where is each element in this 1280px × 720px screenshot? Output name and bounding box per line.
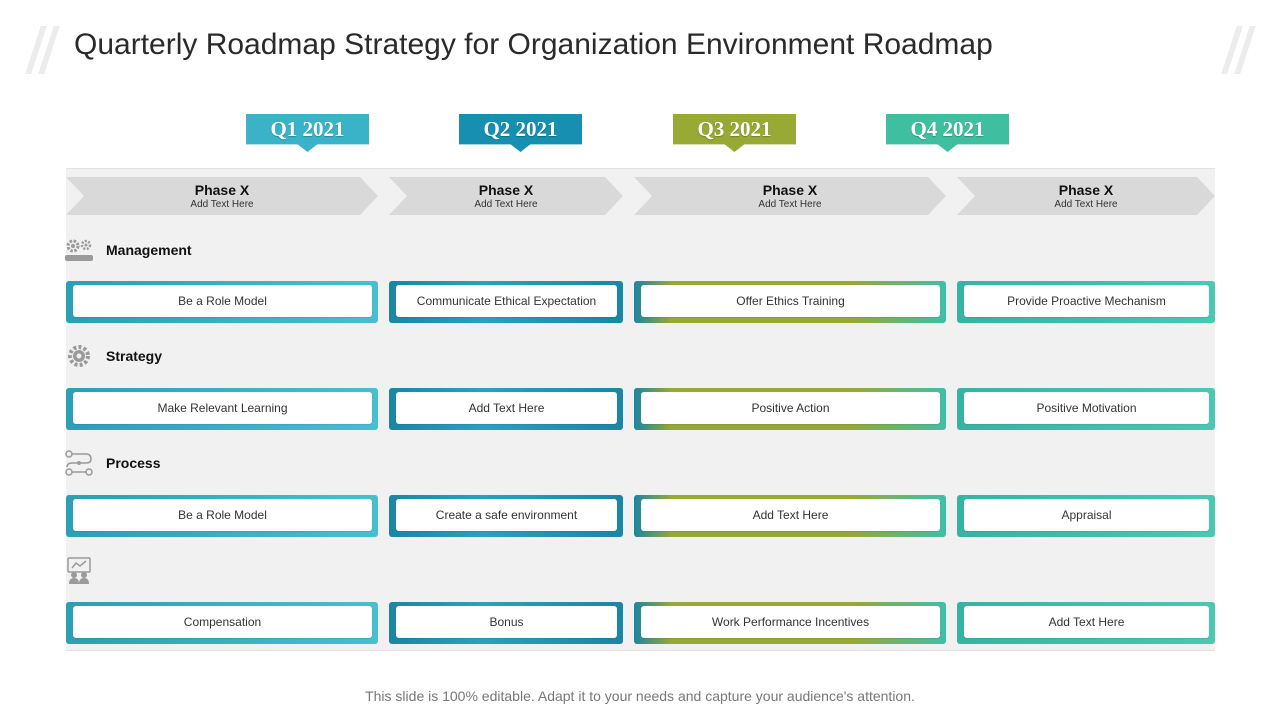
quarter-label: Q1 2021	[270, 117, 345, 141]
roadmap-card[interactable]: Communicate Ethical Expectation	[389, 281, 623, 323]
card-text: Positive Action	[641, 392, 940, 424]
slide-title: Quarterly Roadmap Strategy for Organizat…	[74, 28, 993, 61]
category-management: Management	[64, 236, 264, 264]
process-flow-icon	[65, 450, 93, 476]
roadmap-card[interactable]: Add Text Here	[957, 602, 1215, 644]
team-presentation-icon	[67, 557, 91, 584]
card-text: Communicate Ethical Expectation	[396, 285, 617, 317]
phase-chevron-2: Phase X Add Text Here	[389, 177, 623, 215]
phase-title: Phase X	[478, 182, 534, 198]
phase-chevron-1: Phase X Add Text Here	[66, 177, 378, 215]
phase-chevron-4: Phase X Add Text Here	[957, 177, 1215, 215]
quarter-label: Q3 2021	[697, 117, 772, 141]
card-text: Be a Role Model	[73, 285, 372, 317]
category-label: Management	[106, 242, 192, 258]
phase-title: Phase X	[1058, 182, 1114, 198]
quarter-label: Q4 2021	[910, 117, 985, 141]
phase-title: Phase X	[762, 182, 818, 198]
phase-subtitle: Add Text Here	[1054, 199, 1118, 210]
roadmap-card[interactable]: Positive Motivation	[957, 388, 1215, 430]
phase-subtitle: Add Text Here	[758, 199, 822, 210]
cog-settings-icon	[68, 345, 90, 367]
card-text: Work Performance Incentives	[641, 606, 940, 638]
quarter-tag-q4: Q4 2021	[886, 114, 1009, 152]
roadmap-card[interactable]: Add Text Here	[634, 495, 946, 537]
card-text: Create a safe environment	[396, 499, 617, 531]
roadmap-card[interactable]: Add Text Here	[389, 388, 623, 430]
roadmap-card[interactable]: Bonus	[389, 602, 623, 644]
card-text: Appraisal	[964, 499, 1209, 531]
card-text: Add Text Here	[641, 499, 940, 531]
phase-subtitle: Add Text Here	[190, 199, 254, 210]
roadmap-card[interactable]: Be a Role Model	[66, 495, 378, 537]
card-text: Add Text Here	[396, 392, 617, 424]
roadmap-card[interactable]: Appraisal	[957, 495, 1215, 537]
card-text: Bonus	[396, 606, 617, 638]
category-unnamed	[64, 556, 264, 584]
roadmap-card[interactable]: Positive Action	[634, 388, 946, 430]
quarter-tag-q3: Q3 2021	[673, 114, 796, 152]
roadmap-card[interactable]: Create a safe environment	[389, 495, 623, 537]
roadmap-card[interactable]: Offer Ethics Training	[634, 281, 946, 323]
roadmap-card[interactable]: Provide Proactive Mechanism	[957, 281, 1215, 323]
card-text: Provide Proactive Mechanism	[964, 285, 1209, 317]
card-text: Be a Role Model	[73, 499, 372, 531]
category-label: Strategy	[106, 348, 163, 364]
phase-chevron-3: Phase X Add Text Here	[634, 177, 946, 215]
category-process: Process	[64, 449, 264, 477]
category-strategy: Strategy	[64, 342, 264, 370]
quarter-label: Q2 2021	[483, 117, 558, 141]
gears-icon	[65, 239, 93, 261]
roadmap-card[interactable]: Be a Role Model	[66, 281, 378, 323]
quarter-tag-q2: Q2 2021	[459, 114, 582, 152]
card-text: Positive Motivation	[964, 392, 1209, 424]
card-text: Add Text Here	[964, 606, 1209, 638]
phase-subtitle: Add Text Here	[474, 199, 538, 210]
roadmap-card[interactable]: Compensation	[66, 602, 378, 644]
card-text: Compensation	[73, 606, 372, 638]
card-text: Make Relevant Learning	[73, 392, 372, 424]
roadmap-card[interactable]: Make Relevant Learning	[66, 388, 378, 430]
phase-title: Phase X	[194, 182, 250, 198]
quarter-tag-q1: Q1 2021	[246, 114, 369, 152]
card-text: Offer Ethics Training	[641, 285, 940, 317]
footer-note: This slide is 100% editable. Adapt it to…	[365, 688, 915, 704]
category-label: Process	[106, 455, 161, 471]
roadmap-card[interactable]: Work Performance Incentives	[634, 602, 946, 644]
